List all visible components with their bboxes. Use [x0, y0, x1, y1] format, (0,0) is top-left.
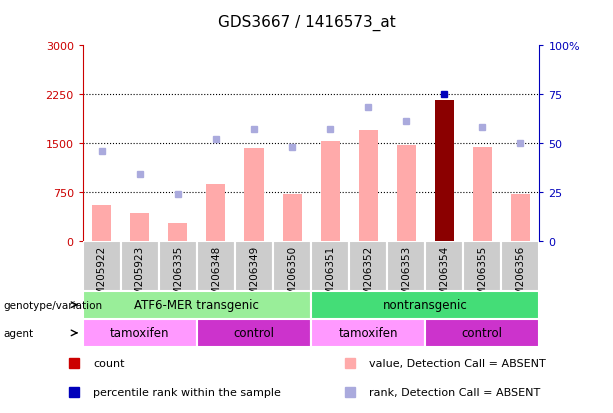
Bar	[435, 101, 454, 242]
Bar	[83, 242, 121, 291]
Text: GSM206351: GSM206351	[325, 246, 335, 309]
Bar	[197, 319, 311, 347]
Text: GSM205922: GSM205922	[97, 246, 107, 309]
Bar	[425, 242, 463, 291]
Bar	[397, 145, 416, 242]
Bar	[197, 242, 235, 291]
Bar	[283, 195, 302, 242]
Text: GSM206355: GSM206355	[478, 246, 487, 309]
Bar	[359, 131, 378, 242]
Text: GSM206353: GSM206353	[402, 246, 411, 309]
Text: GDS3667 / 1416573_at: GDS3667 / 1416573_at	[218, 14, 395, 31]
Bar	[159, 242, 197, 291]
Bar	[463, 242, 501, 291]
Bar	[169, 224, 188, 242]
Bar	[511, 195, 530, 242]
Text: control: control	[462, 327, 503, 339]
Bar	[273, 242, 311, 291]
Text: GSM206335: GSM206335	[173, 246, 183, 309]
Bar	[501, 242, 539, 291]
Text: tamoxifen: tamoxifen	[338, 327, 398, 339]
Bar	[131, 214, 150, 242]
Text: genotype/variation: genotype/variation	[3, 300, 102, 310]
Bar	[349, 242, 387, 291]
Text: GSM206354: GSM206354	[440, 246, 449, 309]
Text: GSM206356: GSM206356	[516, 246, 525, 309]
Bar	[93, 206, 112, 242]
Bar	[245, 149, 264, 242]
Text: value, Detection Call = ABSENT: value, Detection Call = ABSENT	[369, 358, 546, 368]
Text: tamoxifen: tamoxifen	[110, 327, 170, 339]
Text: count: count	[93, 358, 124, 368]
Bar	[387, 242, 425, 291]
Bar	[207, 185, 226, 242]
Text: GSM206350: GSM206350	[287, 246, 297, 309]
Text: GSM206352: GSM206352	[363, 246, 373, 309]
Text: rank, Detection Call = ABSENT: rank, Detection Call = ABSENT	[369, 387, 540, 397]
Bar	[83, 319, 197, 347]
Bar	[321, 142, 340, 242]
Bar	[235, 242, 273, 291]
Bar	[311, 242, 349, 291]
Text: percentile rank within the sample: percentile rank within the sample	[93, 387, 281, 397]
Text: nontransgenic: nontransgenic	[383, 299, 468, 311]
Bar	[311, 319, 425, 347]
Text: ATF6-MER transgenic: ATF6-MER transgenic	[134, 299, 259, 311]
Text: control: control	[234, 327, 275, 339]
Bar	[425, 319, 539, 347]
Text: GSM205923: GSM205923	[135, 246, 145, 309]
Text: GSM206349: GSM206349	[249, 246, 259, 309]
Bar	[121, 242, 159, 291]
Text: agent: agent	[3, 328, 33, 338]
Text: GSM206348: GSM206348	[211, 246, 221, 309]
Bar	[83, 291, 311, 319]
Bar	[473, 148, 492, 242]
Bar	[311, 291, 539, 319]
